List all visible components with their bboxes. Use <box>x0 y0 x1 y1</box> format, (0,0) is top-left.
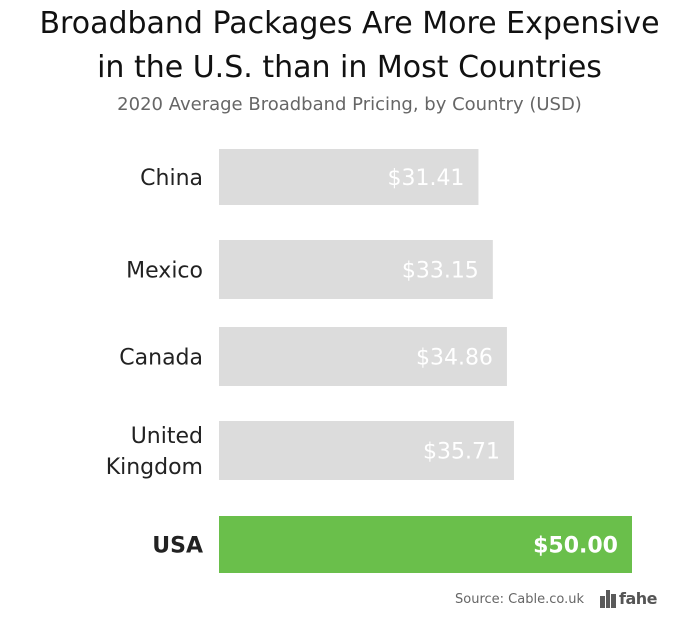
category-label: United <box>131 424 203 449</box>
fahe-logo: fahe <box>600 589 658 608</box>
value-label: $34.86 <box>416 346 493 371</box>
bar-usa <box>219 516 632 573</box>
chart-subtitle: 2020 Average Broadband Pricing, by Count… <box>117 94 582 115</box>
category-label: China <box>140 166 203 191</box>
value-label: $33.15 <box>402 259 479 284</box>
bar-canada <box>219 327 507 386</box>
value-label: $50.00 <box>533 534 618 559</box>
bar-china <box>219 149 479 205</box>
logo-mark-icon <box>600 589 616 608</box>
category-label: Mexico <box>126 259 203 284</box>
logo-text: fahe <box>619 589 658 608</box>
category-label: Kingdom <box>106 455 203 480</box>
chart-title-line-2: in the U.S. than in Most Countries <box>97 50 602 85</box>
category-label: USA <box>152 534 203 559</box>
value-label: $35.71 <box>423 440 500 465</box>
bar-mexico <box>219 240 493 299</box>
bar-united-kingdom <box>219 421 514 480</box>
chart-title-line-1: Broadband Packages Are More Expensive <box>39 6 660 41</box>
category-label: Canada <box>119 346 203 371</box>
value-label: $31.41 <box>387 166 464 191</box>
source-note: Source: Cable.co.uk <box>455 592 584 607</box>
